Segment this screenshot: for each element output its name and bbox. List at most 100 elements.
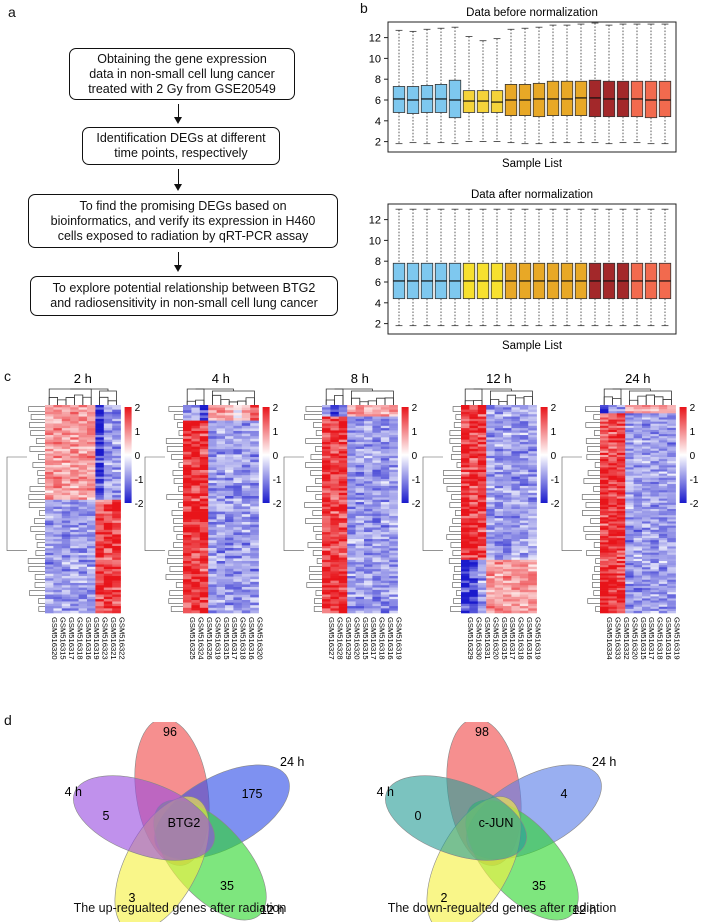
heatmap-cell (633, 554, 643, 558)
heatmap-cell (216, 522, 226, 525)
heatmap-cell (364, 495, 373, 498)
heatmap-cell (191, 425, 201, 429)
heatmap-cell (494, 476, 504, 480)
heatmap-cell (380, 497, 390, 501)
heatmap-cell (633, 600, 643, 603)
heatmap-cell (233, 420, 243, 424)
heatmap-cell (61, 509, 71, 512)
heatmap-cell (461, 439, 470, 443)
heatmap-cell (61, 536, 71, 540)
flow-step-2-line-2: time points, respectively (114, 146, 248, 160)
heatmap-cell (658, 523, 668, 526)
heatmap-cell (658, 598, 668, 601)
heatmap-cell (103, 515, 113, 519)
heatmap-cell (608, 498, 618, 501)
heatmap-cell (225, 594, 234, 598)
heatmap-cell (112, 525, 121, 528)
heatmap-cell (70, 552, 79, 556)
heatmap-cell (355, 578, 365, 581)
heatmap-cell (389, 559, 398, 563)
heatmap-cell (78, 525, 88, 528)
heatmap-cell (103, 571, 113, 575)
heatmap-cell (322, 522, 331, 526)
heatmap-cell (608, 558, 618, 562)
heatmap-cell (633, 504, 643, 508)
heatmap-cell (330, 439, 340, 443)
heatmap-cell (642, 598, 651, 601)
heatmap-cell (600, 469, 609, 472)
sample-label: GSM516315 (361, 617, 370, 660)
scale-tick-label: -2 (135, 499, 144, 510)
heatmap-cell (70, 559, 79, 563)
heatmap-cell (95, 414, 105, 417)
heatmap-cell (338, 506, 348, 510)
heatmap-cell (528, 407, 537, 410)
heatmap-cell (633, 436, 643, 439)
heatmap-cell (511, 414, 521, 417)
heatmap-cell (61, 527, 71, 531)
heatmap-cell (642, 592, 651, 595)
heatmap-cell (191, 597, 201, 601)
heatmap-cell (95, 446, 105, 450)
heatmap-cell (503, 444, 512, 447)
heatmap-cell (503, 439, 512, 443)
heatmap-cell (625, 429, 634, 433)
heatmap-cell (650, 571, 660, 574)
heatmap-cell (241, 503, 251, 507)
heatmap-cell (650, 606, 660, 610)
row-dendrogram (422, 406, 461, 612)
heatmap-cell (616, 521, 626, 524)
heatmap-cell (53, 492, 63, 496)
heatmap-cell (519, 462, 529, 466)
heatmap-cell (78, 603, 88, 607)
heatmap-cell (380, 451, 390, 454)
heatmap-cell (208, 457, 217, 460)
heatmap-cell (667, 563, 676, 566)
heatmap-cell (183, 428, 192, 432)
heatmap-cell (608, 459, 618, 462)
heatmap-cell (183, 506, 192, 510)
heatmap-cell (233, 568, 243, 572)
heatmap-cell (600, 569, 609, 572)
heatmap-cell (208, 594, 217, 598)
dendro-branch (464, 400, 474, 405)
heatmap-cell (372, 497, 382, 501)
heatmap-cell (225, 433, 234, 437)
heatmap-cell (70, 564, 79, 568)
heatmap-cell (191, 410, 201, 414)
heatmap-cell (616, 565, 626, 568)
heatmap-cell (608, 475, 618, 479)
heatmap-cell (633, 575, 643, 578)
box-12 (546, 24, 560, 144)
heatmap-cell (87, 525, 96, 528)
heatmap-cell (78, 536, 88, 540)
box-3 (420, 28, 434, 145)
heatmap-cell (233, 553, 243, 557)
heatmap-cell (528, 601, 537, 605)
heatmap-cell (233, 600, 243, 603)
heatmap-cell (667, 488, 676, 491)
heatmap-cell (70, 569, 79, 572)
heatmap-cell (233, 597, 243, 601)
heatmap-cell (667, 546, 676, 549)
heatmap-cell (372, 405, 382, 408)
heatmap-cell (503, 506, 512, 510)
venn-set-4h (385, 775, 527, 861)
heatmap-cell (191, 581, 201, 585)
heatmap-cell (608, 436, 618, 439)
sample-label: GSM516326 (205, 617, 214, 660)
heatmap-cell (330, 469, 340, 473)
heatmap-cell (616, 427, 626, 431)
heatmap-cell (338, 492, 348, 496)
heatmap-cell (322, 407, 331, 410)
heatmap-cell (183, 563, 192, 567)
heatmap-cell (372, 587, 382, 591)
heatmap-cell (519, 548, 529, 551)
heatmap-cell (250, 509, 259, 512)
heatmap-cell (616, 581, 626, 585)
heatmap-cell (95, 451, 105, 454)
heatmap-cell (469, 467, 479, 471)
heatmap-cell (633, 573, 643, 576)
heatmap-cell (225, 602, 234, 606)
heatmap-cell (608, 513, 618, 516)
